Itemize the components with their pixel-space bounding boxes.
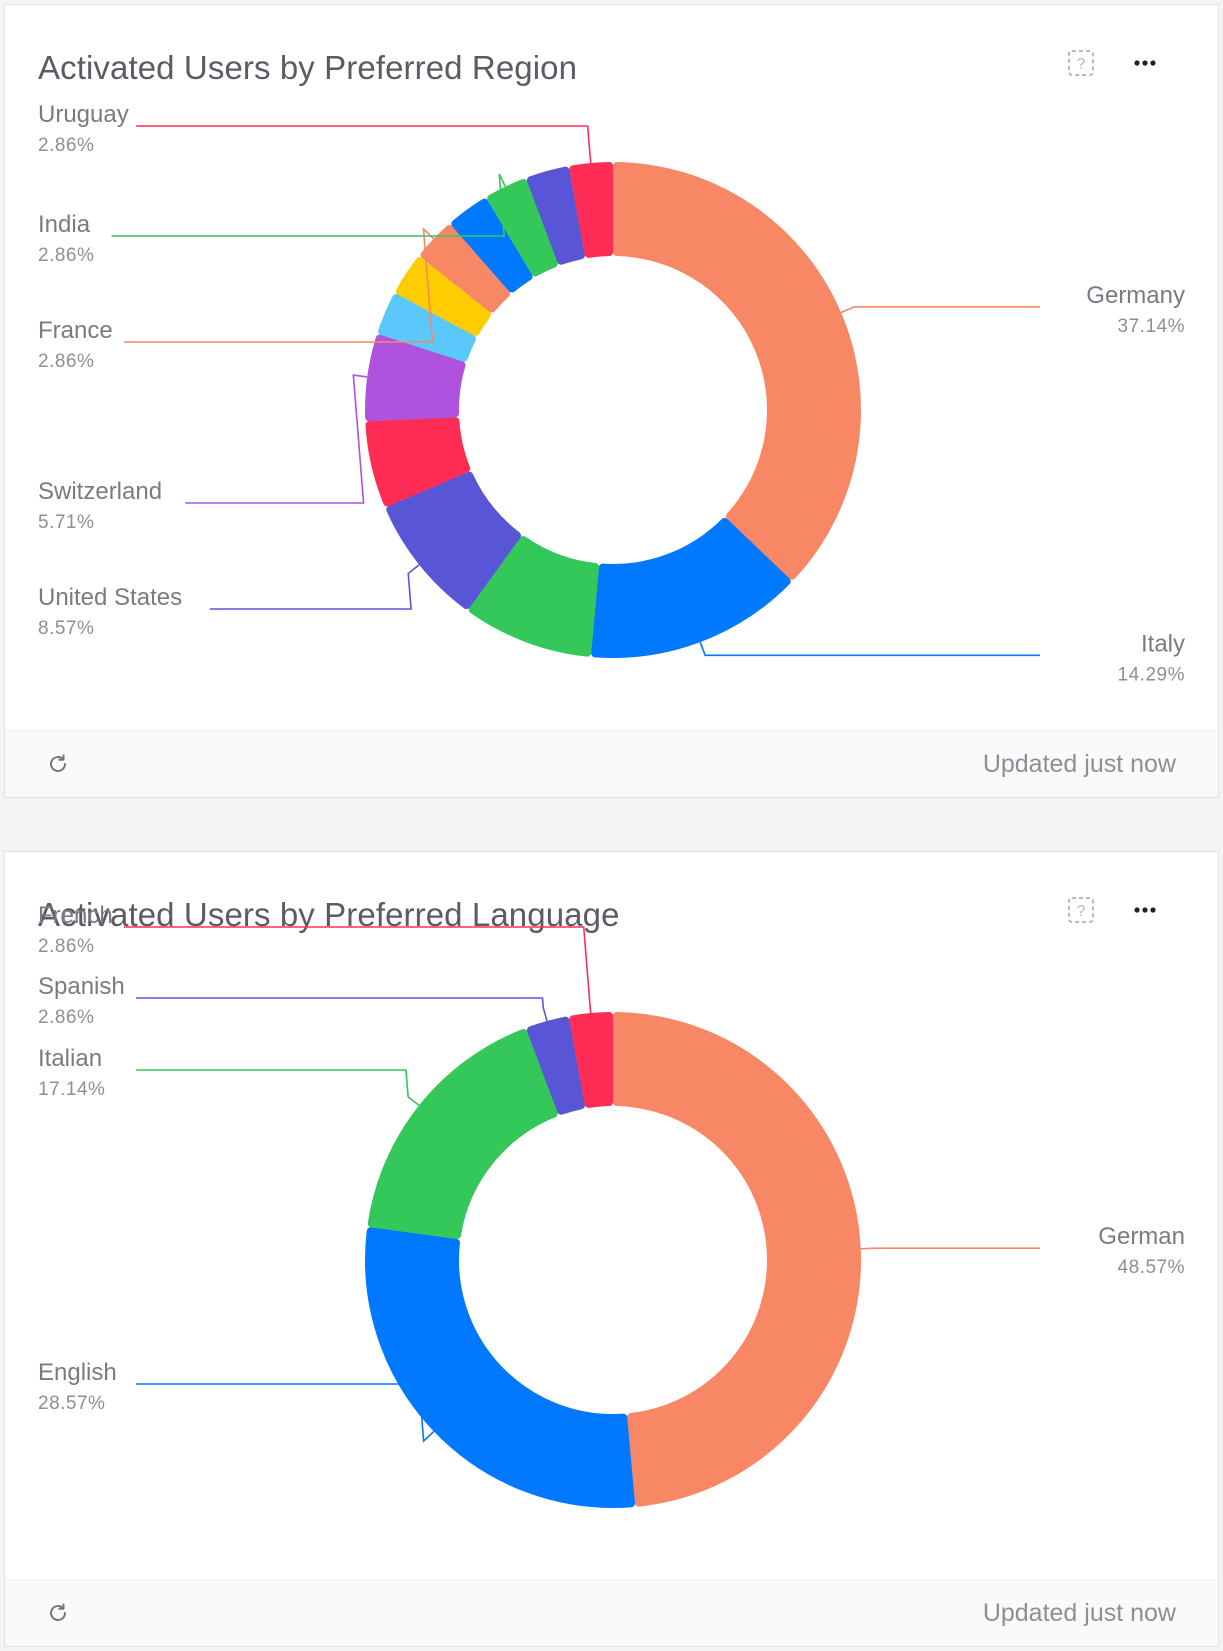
label-value-united-states: 8.57%	[38, 618, 94, 639]
slice-english[interactable]	[365, 1227, 636, 1508]
card-footer: Updated just now	[5, 1579, 1218, 1646]
slice-unlabeled-2[interactable]	[468, 536, 599, 657]
refresh-icon[interactable]	[43, 1598, 73, 1628]
label-india: India	[38, 211, 91, 238]
more-options-icon[interactable]	[1127, 45, 1163, 81]
leader-line-english	[136, 1383, 435, 1443]
slice-uruguay[interactable]	[569, 162, 614, 258]
slice-unlabeled-6[interactable]	[378, 294, 476, 362]
label-germany: Germany	[1086, 282, 1185, 309]
leader-line-switzerland	[185, 374, 368, 504]
leader-line-spanish	[136, 997, 548, 1022]
leader-line-italian	[136, 1069, 420, 1107]
label-german: German	[1098, 1223, 1185, 1250]
slice-unlabeled-11[interactable]	[526, 166, 585, 265]
leader-line-french	[123, 926, 592, 1014]
label-switzerland: Switzerland	[38, 478, 162, 505]
label-france: France	[38, 317, 113, 344]
chart-title: Activated Users by Preferred Region	[38, 49, 578, 86]
updated-status: Updated just now	[982, 750, 1176, 778]
label-uruguay: Uruguay	[38, 101, 129, 128]
slice-unlabeled-4[interactable]	[365, 417, 471, 507]
slice-india[interactable]	[487, 178, 558, 277]
label-value-india: 2.86%	[38, 245, 94, 266]
svg-text:?: ?	[1077, 56, 1086, 73]
slice-italy[interactable]	[591, 517, 791, 658]
help-icon[interactable]: ?	[1063, 892, 1099, 928]
slice-united-states[interactable]	[386, 471, 522, 610]
slice-french[interactable]	[569, 1012, 614, 1108]
label-value-switzerland: 5.71%	[38, 512, 94, 533]
more-options-icon[interactable]	[1127, 892, 1163, 928]
label-english: English	[38, 1359, 117, 1386]
slice-germany[interactable]	[612, 162, 861, 580]
slice-switzerland[interactable]	[365, 334, 466, 422]
leader-line-german	[860, 1247, 1040, 1250]
slice-spanish[interactable]	[526, 1016, 585, 1115]
leader-line-france	[123, 227, 435, 343]
leader-line-italy	[699, 641, 1040, 657]
updated-status: Updated just now	[982, 1599, 1176, 1627]
help-icon[interactable]: ?	[1063, 45, 1099, 81]
slice-france[interactable]	[420, 224, 511, 313]
card-footer: Updated just now	[5, 730, 1218, 797]
label-italy: Italy	[1141, 630, 1185, 657]
label-value-uruguay: 2.86%	[38, 135, 94, 156]
leader-line-germany	[840, 306, 1040, 314]
slice-german[interactable]	[612, 1012, 861, 1507]
label-value-english: 28.57%	[38, 1393, 105, 1414]
label-value-french: 2.86%	[38, 936, 94, 957]
label-spanish: Spanish	[38, 973, 125, 1000]
refresh-icon[interactable]	[43, 749, 73, 779]
leader-line-uruguay	[136, 125, 592, 164]
label-value-spanish: 2.86%	[38, 1007, 94, 1028]
language-chart-card: Activated Users by Preferred Language ? …	[4, 851, 1219, 1647]
label-italian: Italian	[38, 1045, 102, 1072]
region-chart-card: Activated Users by Preferred Region ? Ge…	[4, 4, 1219, 798]
slice-italian[interactable]	[367, 1028, 558, 1239]
label-value-germany: 37.14%	[1118, 316, 1185, 337]
label-value-italy: 14.29%	[1118, 664, 1185, 685]
leader-line-india	[111, 173, 507, 237]
slice-unlabeled-9[interactable]	[451, 198, 533, 293]
leader-line-united-states	[209, 564, 420, 610]
svg-text:?: ?	[1077, 903, 1086, 920]
label-value-german: 48.57%	[1118, 1257, 1185, 1278]
slice-unlabeled-7[interactable]	[395, 257, 491, 336]
label-value-italian: 17.14%	[38, 1079, 105, 1100]
language-donut-chart: German 48.57% English 28.57% Italian 17.14% Sp…	[38, 902, 1185, 1508]
label-french: French	[38, 902, 113, 929]
label-value-france: 2.86%	[38, 351, 94, 372]
region-donut-chart: Germany 37.14% Italy 14.29% United States 8.5…	[38, 101, 1185, 685]
label-united-states: United States	[38, 584, 182, 611]
